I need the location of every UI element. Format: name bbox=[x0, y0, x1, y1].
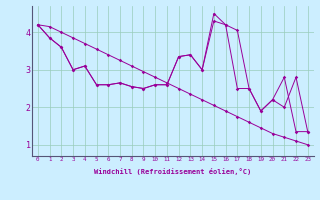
X-axis label: Windchill (Refroidissement éolien,°C): Windchill (Refroidissement éolien,°C) bbox=[94, 168, 252, 175]
